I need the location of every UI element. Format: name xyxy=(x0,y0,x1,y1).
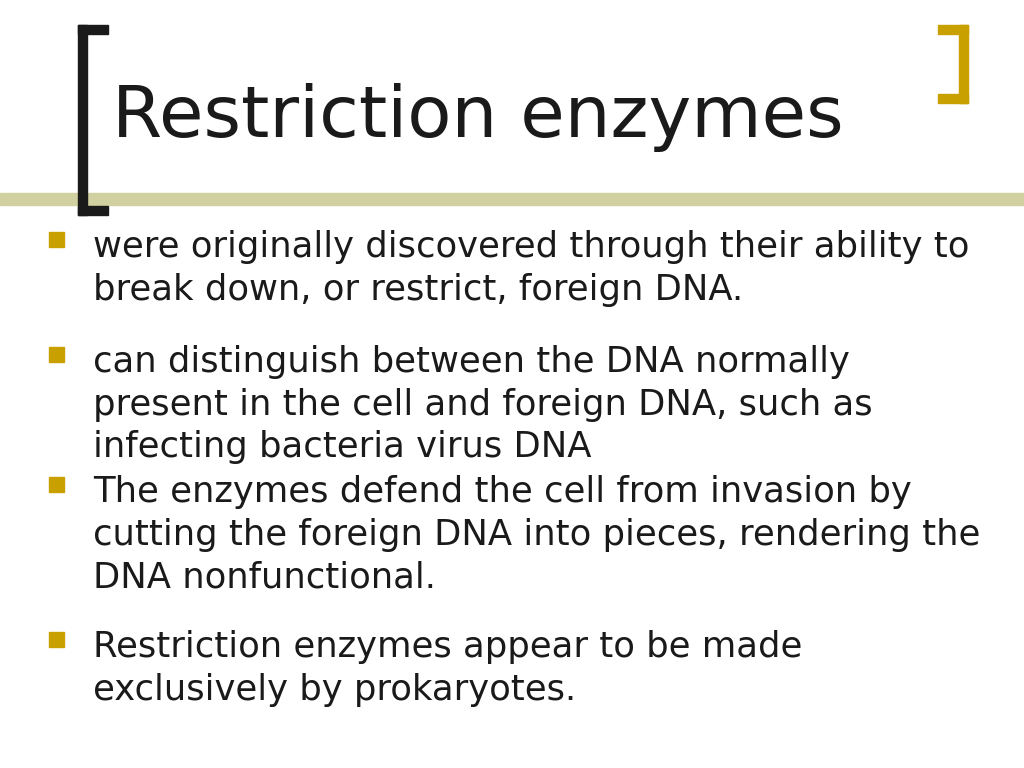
Bar xyxy=(959,25,968,103)
Text: can distinguish between the DNA normally
present in the cell and foreign DNA, su: can distinguish between the DNA normally… xyxy=(93,345,872,465)
Bar xyxy=(48,347,63,362)
Bar xyxy=(78,206,108,215)
Bar xyxy=(938,94,968,103)
Bar xyxy=(48,232,63,247)
Bar xyxy=(78,25,108,34)
Text: were originally discovered through their ability to
break down, or restrict, for: were originally discovered through their… xyxy=(93,230,970,306)
Text: Restriction enzymes: Restriction enzymes xyxy=(112,84,844,153)
Text: Restriction enzymes appear to be made
exclusively by prokaryotes.: Restriction enzymes appear to be made ex… xyxy=(93,630,803,707)
Bar xyxy=(78,25,87,215)
Bar xyxy=(0,193,1024,205)
Bar xyxy=(938,25,968,34)
Bar xyxy=(48,632,63,647)
Bar xyxy=(48,477,63,492)
Text: The enzymes defend the cell from invasion by
cutting the foreign DNA into pieces: The enzymes defend the cell from invasio… xyxy=(93,475,980,594)
